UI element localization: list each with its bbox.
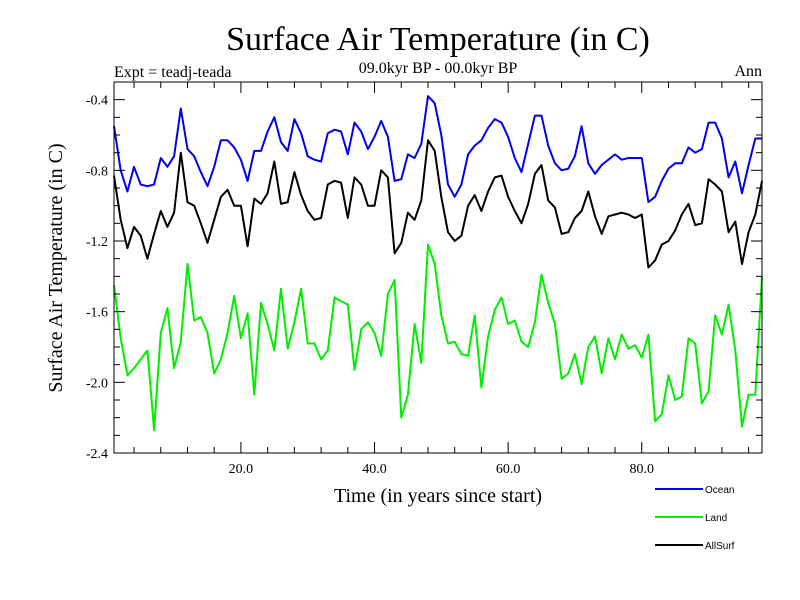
x-axis-label: Time (in years since start) — [334, 485, 542, 507]
x-tick-label: 40.0 — [362, 462, 387, 477]
x-tick-label: 60.0 — [496, 462, 521, 477]
y-tick-label: -1.6 — [86, 306, 108, 321]
legend-label-ocean: Ocean — [705, 485, 734, 496]
chart-title: Surface Air Temperature (in C) — [226, 21, 650, 58]
y-tick-label: -0.8 — [86, 164, 108, 179]
experiment-label: Expt = teadj-teada — [114, 64, 231, 81]
legend: Ocean Land AllSurf — [655, 485, 735, 552]
x-tick-label: 20.0 — [229, 462, 254, 477]
time-range-label: 09.0kyr BP - 00.0kyr BP — [359, 60, 518, 77]
legend-label-allsurf: AllSurf — [705, 541, 735, 552]
series-line-land — [113, 243, 763, 431]
x-tick-label: 80.0 — [630, 462, 655, 477]
series-line-allsurf — [113, 139, 763, 269]
y-tick-label: -2.0 — [86, 376, 108, 391]
y-axis-label: Surface Air Temperature (in C) — [45, 143, 67, 392]
plot-frame — [113, 81, 763, 454]
legend-label-land: Land — [705, 513, 727, 524]
series-layer — [113, 95, 763, 431]
series-line-ocean — [113, 95, 762, 204]
ticks-layer: -0.4 -0.8 -1.2 -1.6 -2.0 -2.4 20.0 40.0 60.0 80.0 — [86, 81, 762, 477]
y-tick-label: -0.4 — [86, 94, 108, 109]
y-tick-label: -1.2 — [86, 235, 108, 250]
y-tick-label: -2.4 — [86, 447, 108, 462]
season-label: Ann — [734, 63, 762, 80]
